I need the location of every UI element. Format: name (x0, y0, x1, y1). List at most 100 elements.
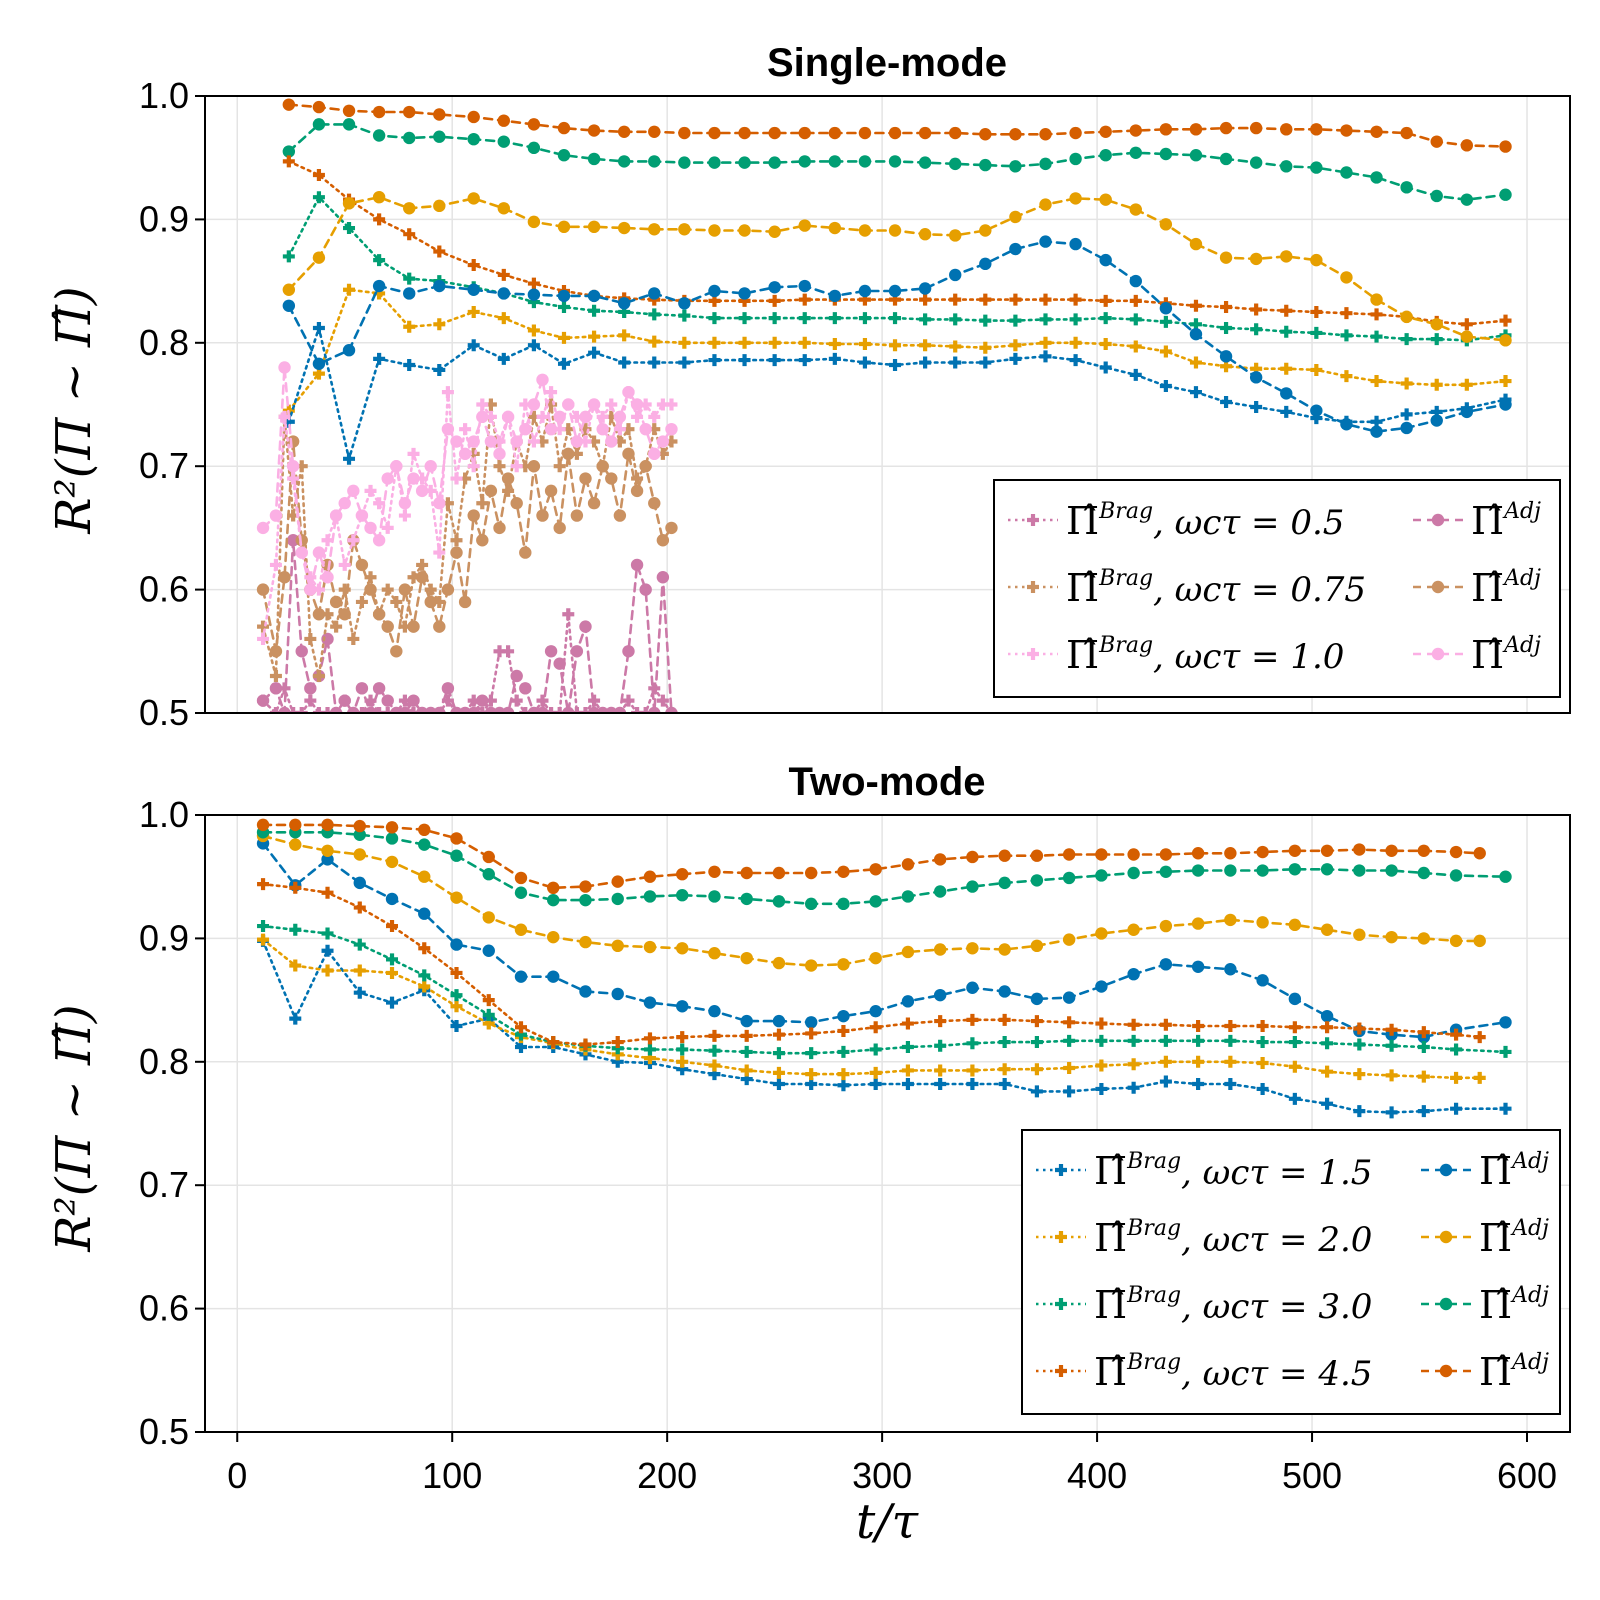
single-mode-panel: Single-mode 0.5 0.6 0.7 0.8 0.9 1.0 R²(Π ~ Π̂… (46, 41, 1571, 733)
data-point (596, 460, 609, 473)
data-point (648, 706, 661, 713)
data-point (1280, 123, 1293, 136)
legend-label: Π̂Brag, ωcτ = 3.0 (1094, 1283, 1372, 1327)
legend-entry: Π̂Adj (1421, 1350, 1549, 1394)
data-point (798, 219, 811, 232)
data-point (630, 558, 644, 572)
data-point (441, 583, 455, 596)
data-point (458, 447, 472, 461)
data-point (639, 583, 652, 596)
y-tick-label: 0.9 (139, 917, 189, 958)
data-point (373, 352, 386, 365)
data-point (901, 1064, 914, 1077)
data-point (1385, 930, 1398, 944)
data-point (497, 287, 510, 300)
data-point (1340, 370, 1353, 383)
data-point (1340, 271, 1353, 284)
data-point (1430, 318, 1443, 331)
data-point (1219, 350, 1233, 363)
data-point (373, 497, 386, 510)
data-point (355, 707, 368, 713)
legend-swatch-marker (1431, 580, 1445, 594)
data-point (858, 224, 872, 237)
data-point (1385, 1069, 1398, 1082)
data-point (738, 224, 751, 237)
data-point (1321, 1021, 1334, 1034)
data-point (312, 100, 326, 114)
data-point (605, 435, 618, 448)
data-point (467, 259, 480, 272)
data-point (312, 357, 326, 370)
data-point (372, 682, 386, 695)
data-point (1129, 340, 1142, 353)
data-point (1062, 871, 1076, 885)
data-point (282, 299, 296, 312)
two-mode-legend: Π̂Brag, ωcτ = 1.5 Π̂Brag, ωcτ = 2.0 Π̂Brag… (1021, 1129, 1561, 1415)
series-adj-13 (256, 361, 678, 596)
data-point (1219, 121, 1233, 135)
data-point (372, 534, 386, 547)
data-point (553, 707, 566, 713)
data-point (544, 422, 558, 436)
data-point (1129, 368, 1142, 381)
data-point (418, 942, 431, 955)
data-point (1159, 1055, 1172, 1068)
data-point (1063, 1034, 1076, 1047)
data-point (467, 706, 480, 713)
data-point (398, 706, 412, 713)
series-brag-6 (282, 321, 1512, 465)
data-point (1099, 338, 1112, 351)
legend-entry: Π̂Brag, ωcτ = 4.5 (1036, 1350, 1372, 1394)
data-point (1460, 330, 1474, 343)
data-point (536, 410, 549, 423)
data-point (617, 155, 631, 168)
data-point (979, 341, 992, 354)
data-point (708, 354, 721, 367)
data-point (1449, 845, 1463, 859)
data-point (933, 853, 947, 866)
data-point (888, 155, 902, 168)
data-point (562, 608, 575, 621)
data-point (798, 336, 811, 349)
data-point (837, 1068, 850, 1081)
data-point (1310, 123, 1323, 136)
data-point (364, 484, 377, 497)
data-point (467, 305, 480, 318)
data-point (1460, 139, 1474, 152)
data-point (618, 329, 631, 342)
data-point (1280, 250, 1293, 263)
data-point (1499, 870, 1512, 883)
data-point (1400, 333, 1413, 346)
data-point (403, 228, 416, 241)
data-point (1310, 404, 1323, 417)
data-point (342, 118, 356, 131)
data-point (648, 410, 661, 423)
data-point (611, 939, 624, 953)
data-point (1353, 1105, 1366, 1118)
data-point (1280, 160, 1293, 173)
data-point (372, 129, 386, 142)
data-point (919, 293, 932, 306)
data-point (643, 940, 657, 954)
data-point (708, 947, 721, 960)
data-point (1069, 192, 1082, 205)
data-point (467, 509, 480, 522)
data-point (433, 130, 446, 143)
data-point (1220, 396, 1233, 409)
data-point (407, 694, 420, 707)
data-point (768, 156, 781, 169)
data-point (282, 155, 295, 168)
data-point (1450, 1043, 1463, 1056)
data-point (353, 819, 366, 833)
data-point (497, 268, 510, 281)
data-point (321, 844, 334, 857)
data-point (269, 707, 282, 713)
data-point (514, 1021, 527, 1034)
data-point (617, 297, 631, 310)
legend-entry: Π̂Adj (1421, 1149, 1549, 1193)
data-point (648, 125, 661, 138)
data-point (1009, 352, 1022, 365)
data-point (1159, 302, 1173, 315)
data-point (708, 126, 721, 140)
data-point (998, 943, 1011, 956)
